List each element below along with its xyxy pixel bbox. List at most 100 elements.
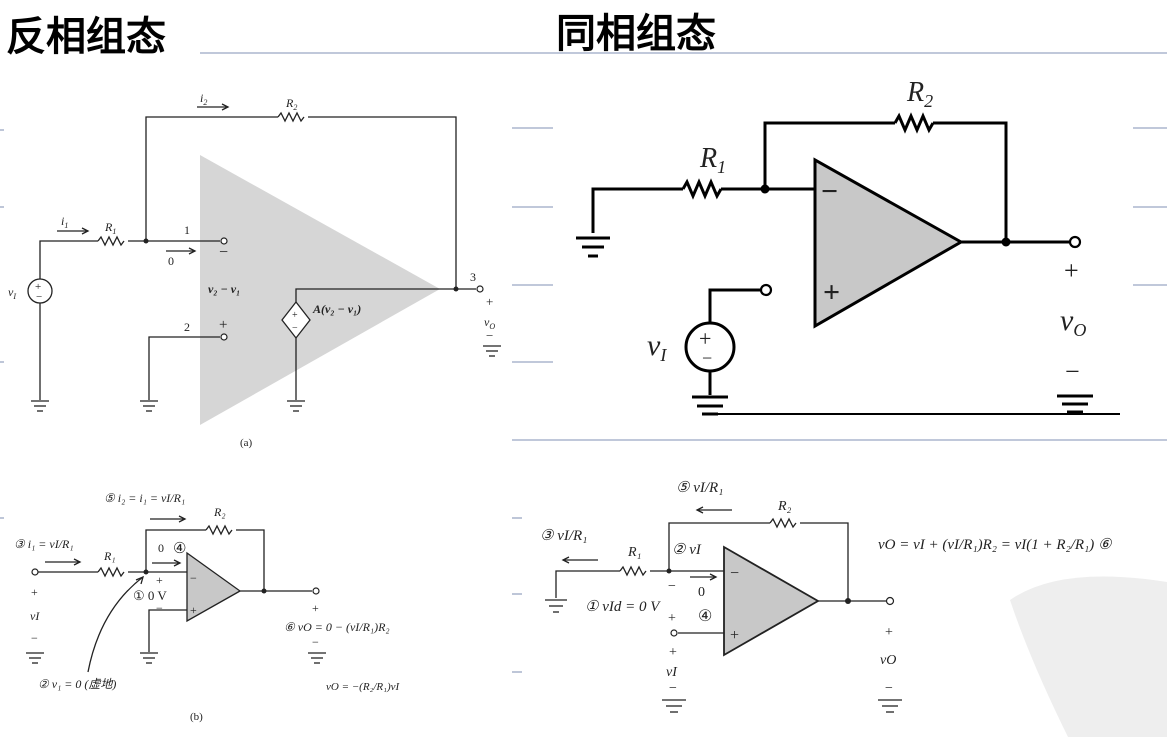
ground-icon — [692, 395, 728, 416]
svg-text:−: − — [156, 601, 163, 615]
resistor-R1 — [681, 178, 723, 200]
divider-lines — [0, 52, 1167, 673]
svg-text:R₂: R₂ — [777, 499, 792, 514]
svg-text:+: + — [669, 645, 677, 660]
ground-icon — [1057, 394, 1093, 414]
svg-text:vO: vO — [484, 315, 495, 331]
arrow-i2 — [695, 506, 732, 514]
resistor-R1 — [97, 235, 125, 247]
arrow-i1 — [45, 558, 82, 566]
svg-text:+: + — [885, 625, 893, 640]
resistor-R2 — [769, 517, 797, 529]
opamp-triangle-shaded — [200, 155, 440, 425]
node-1-label: 1 — [184, 223, 190, 237]
caption-a: (a) — [240, 437, 253, 449]
ground-icon — [483, 345, 501, 357]
step-4-label: ④ — [698, 608, 712, 625]
ground-icon — [545, 599, 567, 613]
svg-text:+: + — [31, 585, 38, 599]
svg-text:R1: R1 — [104, 220, 116, 236]
node-3-label: 3 — [470, 270, 476, 284]
arrow-i1 — [561, 556, 598, 564]
step-1-label: ① 0 V — [133, 588, 167, 603]
resistor-R2 — [205, 524, 233, 536]
step-4-label: ④ — [173, 541, 186, 557]
minus-sign: − — [219, 244, 228, 261]
opamp-triangle — [813, 157, 965, 329]
step-3-label: ③ i₁ = vI/R₁ — [14, 537, 74, 551]
watermark-seal — [1010, 576, 1167, 737]
arrow-virtual-ground — [87, 576, 144, 673]
svg-text:−: − — [36, 291, 42, 303]
svg-text:−: − — [312, 635, 319, 649]
svg-text:−: − — [730, 565, 739, 582]
svg-text:+: + — [730, 627, 739, 644]
svg-text:R1: R1 — [699, 143, 726, 177]
plus-sign: + — [219, 317, 227, 333]
noninverting-analysis: ⑤ vI/R₁ ③ vI/R₁ R₁ R₂ ② vI − 0 ① vId = 0… — [540, 480, 1113, 713]
svg-text:R₁: R₁ — [627, 545, 641, 560]
ground-icon — [140, 400, 158, 412]
svg-text:−: − — [190, 571, 197, 585]
step-2-label: ② v₁ = 0 (虚地) — [38, 677, 116, 691]
ground-icon — [26, 652, 44, 664]
terminal-2 — [220, 333, 228, 341]
caption-b: (b) — [190, 711, 203, 723]
arrow-zero-current — [166, 247, 197, 255]
ground-icon — [878, 699, 902, 713]
svg-text:−: − — [292, 323, 298, 334]
vo-final-label: vO = −(R₂/R₁)vI — [326, 681, 401, 693]
svg-text:R2: R2 — [906, 77, 933, 111]
step-5-label: ⑤ vI/R₁ — [676, 480, 723, 496]
ground-icon — [576, 236, 610, 258]
svg-text:vI: vI — [30, 609, 40, 623]
svg-text:−: − — [486, 328, 493, 343]
output-terminal — [1068, 235, 1082, 249]
resistor-R2 — [893, 112, 935, 134]
svg-text:vI: vI — [647, 329, 667, 365]
svg-text:−: − — [702, 348, 712, 368]
inverting-model-circuit: + − + − i2 R2 i1 R1 1 2 3 0 − + vI v₂ − … — [8, 91, 501, 449]
svg-text:R₂: R₂ — [213, 505, 226, 519]
svg-text:−: − — [668, 579, 676, 594]
step-3-label: ③ vI/R₁ — [540, 528, 587, 544]
svg-text:R2: R2 — [285, 96, 297, 112]
arrow-i2 — [197, 103, 230, 111]
plus-sign: + — [823, 276, 840, 309]
minus-sign: − — [821, 175, 838, 208]
gain-equation: vO = vI + (vI/R₁)R₂ = vI(1 + R₂/R₁) ⑥ — [878, 537, 1113, 553]
ground-icon — [140, 652, 158, 664]
svg-text:+: + — [668, 611, 676, 626]
ground-icon — [662, 699, 686, 713]
svg-text:+: + — [156, 573, 163, 587]
title-noninverting: 同相组态 — [556, 11, 716, 57]
svg-text:+: + — [486, 294, 493, 309]
svg-text:+: + — [312, 601, 319, 615]
diff-voltage-label: v₂ − v₁ — [208, 282, 240, 296]
svg-text:vI: vI — [8, 285, 16, 301]
svg-text:−: − — [31, 631, 38, 645]
zero-current-label: 0 — [168, 254, 174, 268]
arrow-i2 — [150, 515, 187, 523]
svg-text:+: + — [699, 326, 711, 351]
svg-text:i2: i2 — [200, 91, 207, 107]
terminal-3 — [476, 285, 484, 293]
svg-text:−: − — [885, 681, 893, 696]
svg-text:+: + — [35, 281, 41, 293]
svg-text:+: + — [1064, 256, 1079, 285]
svg-text:0: 0 — [158, 541, 164, 555]
noninverting-circuit: + − R1 R2 − + vI + vO − — [576, 77, 1120, 416]
terminal-1 — [220, 237, 228, 245]
svg-text:vO: vO — [880, 653, 896, 668]
step-2-label: ② vI — [672, 542, 702, 558]
inverting-analysis: ⑤ i₂ = i₁ = vI/R₁ ③ i₁ = vI/R₁ R₁ R₂ 0 ④… — [14, 491, 401, 723]
title-inverting: 反相组态 — [6, 14, 166, 60]
arrow-i1 — [57, 227, 90, 235]
svg-text:−: − — [669, 681, 677, 696]
svg-text:R₁: R₁ — [103, 549, 116, 563]
step-1-label: ① vId = 0 V — [585, 599, 661, 615]
noninv-terminal — [759, 283, 773, 297]
arrow-zero — [152, 559, 182, 567]
svg-text:−: − — [1065, 357, 1080, 386]
